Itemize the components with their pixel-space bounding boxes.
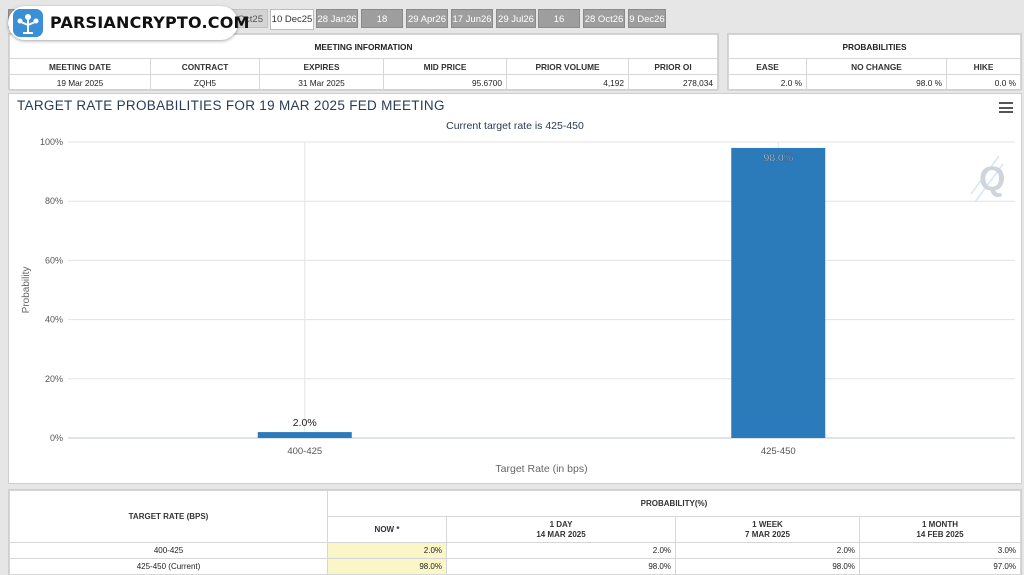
col-expires: EXPIRES [259, 58, 384, 75]
x-axis-title: Target Rate (in bps) [495, 463, 587, 475]
meeting-information-panel: MEETING INFORMATION MEETING DATE CONTRAC… [8, 33, 719, 91]
meeting-date-value: 19 Mar 2025 [9, 74, 151, 91]
brand-logo: PARSIANCRYPTO.COM [8, 6, 249, 40]
probabilities-table: PROBABILITIES EASE NO CHANGE HIKE 2.0 % … [728, 34, 1021, 91]
hike-value: 0.0 % [946, 74, 1021, 91]
bar-400-425 [257, 432, 352, 438]
x-tick-label: 400-425 [287, 446, 322, 457]
col-1-month: 1 MONTH 14 FEB 2025 [859, 516, 1021, 543]
contract-value: ZQH5 [150, 74, 260, 91]
tab-meeting-12[interactable]: 28 Oct26 [583, 9, 625, 28]
col-ease: EASE [728, 58, 807, 75]
day-cell: 2.0% [446, 542, 676, 559]
tab-meeting-9[interactable]: 17 Jun26 [451, 9, 493, 28]
rate-cell: 400-425 [9, 542, 328, 559]
col-no-change: NO CHANGE [806, 58, 947, 75]
tab-meeting-10[interactable]: 29 Jul26 [496, 9, 536, 28]
x-tick-label: 425-450 [761, 446, 796, 457]
month-cell: 97.0% [859, 558, 1021, 575]
table-row: 425-450 (Current) 98.0% 98.0% 98.0% 97.0… [9, 558, 1021, 575]
col-prior-oi: PRIOR OI [628, 58, 718, 75]
probability-bar-chart: Q 0% 20% 40% 60% 80% 100% 2.0% 400-425 98.0% 425-… [21, 137, 1015, 475]
meeting-information-caption: MEETING INFORMATION [9, 34, 718, 59]
col-meeting-date: MEETING DATE [9, 58, 151, 75]
prior-volume-value: 4,192 [506, 74, 629, 91]
brand-name: PARSIANCRYPTO.COM [50, 13, 250, 32]
chart-menu-icon[interactable] [999, 102, 1013, 113]
tree-logo-icon [13, 9, 43, 37]
col-hike: HIKE [946, 58, 1021, 75]
y-tick-label: 60% [45, 255, 63, 265]
probabilities-caption: PROBABILITIES [728, 34, 1021, 59]
tab-meeting-13[interactable]: 9 Dec26 [628, 9, 666, 28]
probabilities-panel: PROBABILITIES EASE NO CHANGE HIKE 2.0 % … [727, 33, 1022, 91]
y-tick-label: 40% [45, 315, 63, 325]
meeting-information-table: MEETING INFORMATION MEETING DATE CONTRAC… [9, 34, 718, 91]
col-now: NOW * [327, 516, 447, 543]
table-row: 400-425 2.0% 2.0% 2.0% 3.0% [9, 542, 1021, 559]
bar-425-450 [731, 147, 826, 439]
q-watermark-icon: Q [970, 155, 1005, 203]
tab-meeting-8[interactable]: 29 Apr26 [406, 9, 448, 28]
y-tick-label: 20% [45, 374, 63, 384]
week-cell: 2.0% [675, 542, 860, 559]
day-cell: 98.0% [446, 558, 676, 575]
now-cell: 98.0% [327, 558, 447, 575]
month-cell: 3.0% [859, 542, 1021, 559]
col-1-day: 1 DAY 14 MAR 2025 [446, 516, 676, 543]
tab-meeting-5[interactable]: 10 Dec25 [270, 9, 314, 30]
tab-meeting-11[interactable]: 16 Sep26 [538, 9, 580, 44]
now-cell: 2.0% [327, 542, 447, 559]
col-contract: CONTRACT [150, 58, 260, 75]
tab-meeting-7[interactable]: 18 Mar26 [361, 9, 403, 44]
col-prior-volume: PRIOR VOLUME [506, 58, 629, 75]
y-tick-label: 100% [40, 137, 63, 147]
data-label: 2.0% [293, 417, 317, 429]
chart-panel: TARGET RATE PROBABILITIES FOR 19 MAR 202… [8, 93, 1022, 484]
probability-history-panel: TARGET RATE (BPS) PROBABILITY(%) NOW * 1… [8, 489, 1022, 575]
chart-title: TARGET RATE PROBABILITIES FOR 19 MAR 202… [17, 98, 445, 113]
col-mid-price: MID PRICE [383, 58, 507, 75]
rate-cell: 425-450 (Current) [9, 558, 328, 575]
tab-meeting-6[interactable]: 28 Jan26 [316, 9, 358, 28]
chart-subtitle: Current target rate is 425-450 [446, 120, 584, 132]
y-tick-label: 80% [45, 196, 63, 206]
col-target-rate: TARGET RATE (BPS) [9, 490, 328, 543]
ease-value: 2.0 % [728, 74, 807, 91]
data-label: 98.0% [763, 152, 793, 164]
expires-value: 31 Mar 2025 [259, 74, 384, 91]
mid-price-value: 95.6700 [383, 74, 507, 91]
col-1-week: 1 WEEK 7 MAR 2025 [675, 516, 860, 543]
probability-history-table: TARGET RATE (BPS) PROBABILITY(%) NOW * 1… [9, 490, 1021, 575]
y-axis-title: Probability [21, 267, 32, 314]
week-cell: 98.0% [675, 558, 860, 575]
y-tick-label: 0% [50, 433, 63, 443]
prior-oi-value: 278,034 [628, 74, 718, 91]
no-change-value: 98.0 % [806, 74, 947, 91]
svg-text:Q: Q [979, 160, 1005, 198]
probability-caption: PROBABILITY(%) [327, 490, 1021, 517]
